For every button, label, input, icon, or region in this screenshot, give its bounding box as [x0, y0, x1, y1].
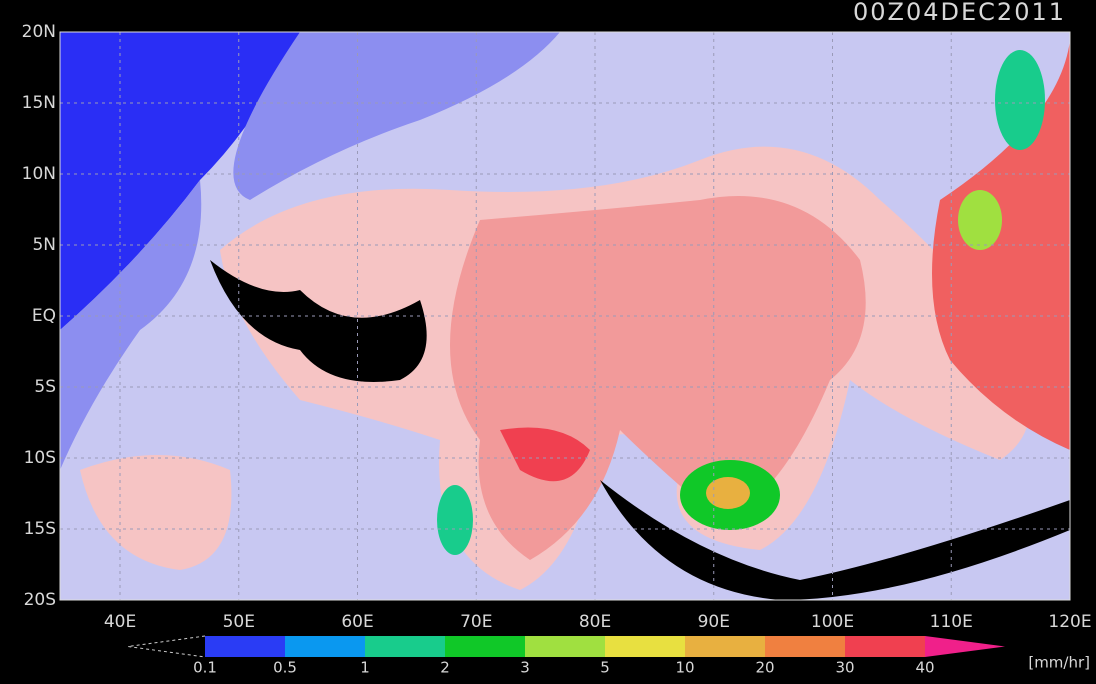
lat-label: 15S: [24, 519, 56, 539]
colorbar-label: 2: [440, 659, 450, 677]
field-storm: [958, 190, 1002, 250]
lat-label: 20S: [24, 590, 56, 610]
colorbar-segment: [685, 636, 765, 657]
lon-label: 60E: [341, 612, 373, 632]
lat-label: 5N: [32, 235, 56, 255]
colorbar-segment: [845, 636, 925, 657]
over-triangle: [925, 636, 1005, 657]
lon-label: 70E: [460, 612, 492, 632]
field-contour: [210, 260, 427, 382]
colorbar-label: 40: [915, 659, 934, 677]
field-storm: [995, 50, 1045, 150]
colorbar-label: 5: [600, 659, 610, 677]
lat-label: 5S: [34, 377, 56, 397]
field-contour: [600, 480, 1070, 600]
lat-label: EQ: [32, 306, 56, 326]
under-triangle: [127, 635, 206, 658]
colorbar-unit: [mm/hr]: [1028, 654, 1090, 672]
lat-label: 20N: [22, 22, 56, 42]
field-storm: [706, 477, 750, 509]
lon-label: 90E: [698, 612, 730, 632]
field-low: [60, 180, 202, 470]
colorbar-label: 3: [520, 659, 530, 677]
colorbar-label: 0.5: [273, 659, 297, 677]
lon-label: 120E: [1048, 612, 1091, 632]
map-frame: [59, 31, 1071, 601]
colorbar-segment: [365, 636, 445, 657]
field-moderate: [80, 455, 232, 570]
colorbar-label: 30: [835, 659, 854, 677]
field-low: [233, 32, 561, 200]
colorbar-segment: [285, 636, 365, 657]
field-storm: [437, 485, 473, 555]
graticule: [60, 32, 1070, 600]
lon-label: 80E: [579, 612, 611, 632]
lon-label: 110E: [930, 612, 973, 632]
colorbar-label: 20: [755, 659, 774, 677]
colorbar: 0.1 0.5 1 2 3 5 10 20 30 40 [mm/hr]: [127, 635, 1090, 677]
colorbar-segment: [605, 636, 685, 657]
colorbar-segment: [525, 636, 605, 657]
lon-label: 40E: [104, 612, 136, 632]
lat-label: 15N: [22, 93, 56, 113]
lon-label: 50E: [223, 612, 255, 632]
colorbar-label: 0.1: [193, 659, 217, 677]
field-low: [60, 32, 300, 330]
lat-label: 10N: [22, 164, 56, 184]
lon-label: 100E: [811, 612, 854, 632]
colorbar-segment: [765, 636, 845, 657]
colorbar-label: 10: [675, 659, 694, 677]
colorbar-segment: [205, 636, 285, 657]
colorbar-segment: [445, 636, 525, 657]
timestamp-title: 00Z04DEC2011: [853, 0, 1066, 26]
lat-label: 10S: [24, 448, 56, 468]
colorbar-label: 1: [360, 659, 370, 677]
field-heavy: [500, 427, 590, 482]
